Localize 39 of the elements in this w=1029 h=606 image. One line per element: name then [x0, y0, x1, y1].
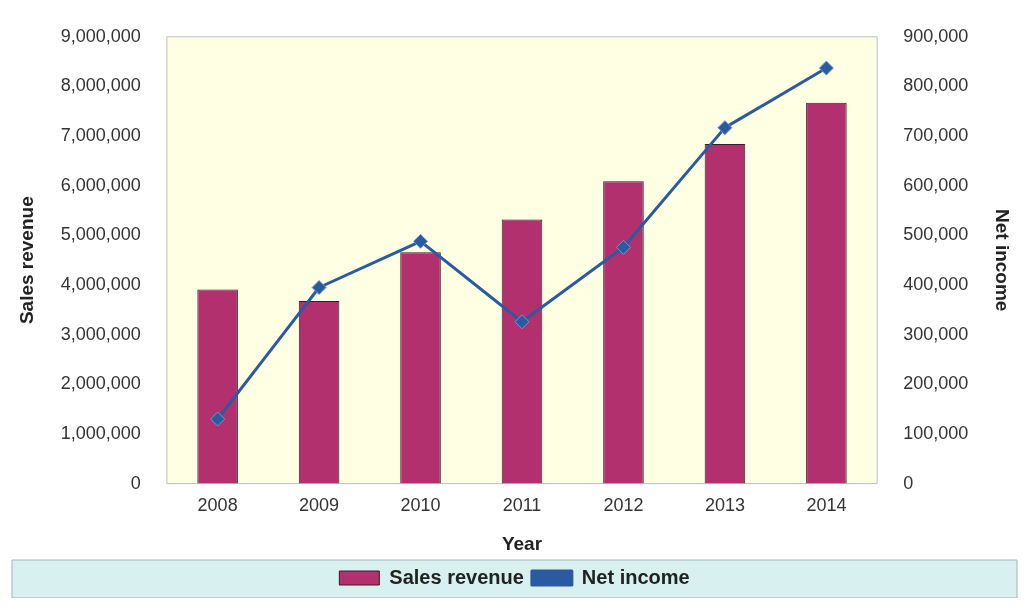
legend-label: Sales revenue: [389, 565, 524, 588]
y2-tick-label: 200,000: [903, 373, 969, 394]
y2-tick-label: 700,000: [903, 125, 969, 146]
x-axis-title: Year: [501, 532, 543, 554]
y2-tick-label: 800,000: [903, 75, 969, 96]
y-tick-label: 9,000,000: [60, 25, 141, 46]
y2-tick-label: 100,000: [903, 422, 969, 443]
point: [615, 239, 631, 255]
point: [514, 314, 530, 330]
point: [210, 411, 226, 427]
y2-tick-label: 900,000: [903, 25, 969, 46]
y2-tick-label: 600,000: [903, 174, 969, 195]
y-tick-label: 5,000,000: [60, 224, 141, 245]
x-tick-label: 2010: [400, 495, 441, 516]
point: [413, 233, 429, 249]
legend-label: Net income: [581, 565, 690, 588]
y-tick-label: 1,000,000: [60, 422, 141, 443]
y2-tick-label: 400,000: [903, 273, 969, 294]
point: [717, 120, 733, 136]
y-axis-title: Sales revenue: [15, 196, 37, 325]
y2-tick-label: 300,000: [903, 323, 969, 344]
x-tick-label: 2013: [704, 495, 745, 516]
y-tick-label: 0: [130, 472, 141, 493]
y-tick-label: 3,000,000: [60, 323, 141, 344]
y2-tick-label: 500,000: [903, 224, 969, 245]
x-tick-label: 2012: [603, 495, 644, 516]
x-tick-label: 2008: [197, 495, 238, 516]
y-tick-label: 2,000,000: [60, 373, 141, 394]
y2-axis-title: Net income: [992, 208, 1014, 312]
point: [311, 280, 327, 295]
y-tick-label: 7,000,000: [60, 125, 141, 146]
x-tick-label: 2009: [299, 495, 340, 516]
point: [818, 60, 834, 76]
x-tick-label: 2014: [806, 495, 847, 516]
y-tick-label: 8,000,000: [60, 75, 141, 96]
x-tick-label: 2011: [502, 495, 542, 516]
y-tick-label: 6,000,000: [60, 174, 141, 195]
y-tick-label: 4,000,000: [60, 273, 141, 294]
y2-tick-label: 0: [903, 472, 914, 493]
